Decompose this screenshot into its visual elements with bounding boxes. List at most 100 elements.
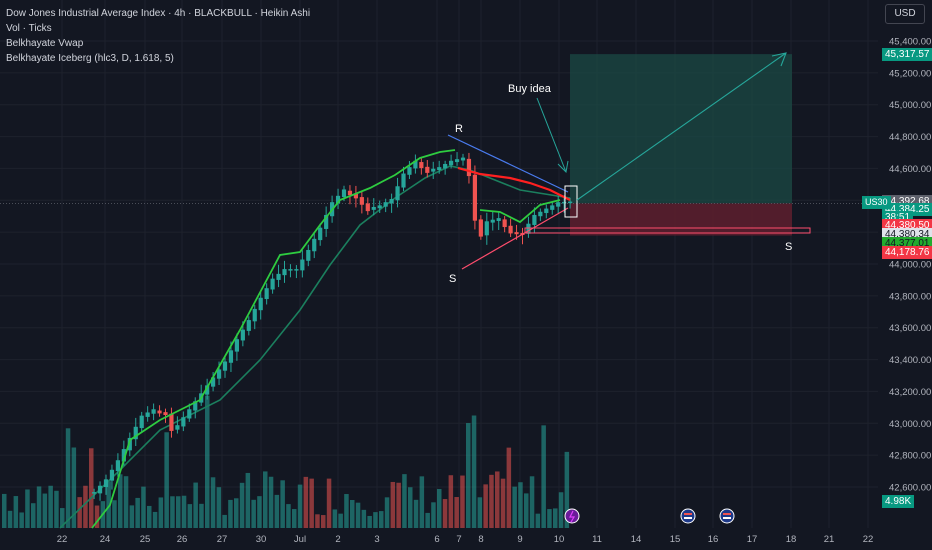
- support-line[interactable]: [461, 207, 569, 270]
- candle-body[interactable]: [157, 410, 162, 414]
- candle-body[interactable]: [163, 412, 168, 416]
- candle-body[interactable]: [92, 492, 97, 494]
- candle-body[interactable]: [377, 205, 382, 209]
- lightning-event-icon[interactable]: [564, 508, 580, 524]
- legend-vwap[interactable]: Belkhayate Vwap: [6, 38, 84, 49]
- candle-body[interactable]: [365, 203, 370, 212]
- candle-body[interactable]: [216, 369, 222, 379]
- candle-body[interactable]: [353, 193, 358, 199]
- candle-body[interactable]: [371, 206, 376, 210]
- candle-body[interactable]: [187, 409, 192, 419]
- candle-body[interactable]: [431, 168, 436, 172]
- candle-body[interactable]: [449, 160, 454, 166]
- candle-body[interactable]: [324, 214, 329, 229]
- candle-body[interactable]: [335, 195, 341, 204]
- candle-body[interactable]: [544, 208, 549, 214]
- candle-body[interactable]: [234, 339, 239, 352]
- candle-body[interactable]: [306, 249, 311, 261]
- candle-body[interactable]: [115, 460, 120, 472]
- candle-body[interactable]: [169, 413, 174, 431]
- candle-body[interactable]: [127, 437, 132, 451]
- candle-body[interactable]: [264, 288, 269, 300]
- candle-body[interactable]: [193, 401, 198, 411]
- candle-body[interactable]: [97, 485, 103, 494]
- candle-body[interactable]: [389, 199, 394, 204]
- candle-body[interactable]: [401, 173, 406, 188]
- candle-body[interactable]: [514, 232, 519, 235]
- candle-body[interactable]: [460, 157, 466, 161]
- candle-body[interactable]: [133, 426, 138, 440]
- candle-body[interactable]: [181, 417, 186, 427]
- support-box[interactable]: [524, 227, 811, 234]
- candle-body[interactable]: [568, 201, 573, 204]
- heikin-ashi-candles[interactable]: [92, 152, 573, 501]
- drawings[interactable]: Buy idea R S S: [91, 52, 811, 529]
- candle-body[interactable]: [454, 159, 460, 163]
- price-tag[interactable]: 45,317.57: [882, 47, 932, 61]
- legend-title[interactable]: Dow Jones Industrial Average Index · 4h …: [6, 8, 311, 19]
- candle-body[interactable]: [359, 197, 364, 205]
- candle-body[interactable]: [222, 361, 228, 371]
- candle-body[interactable]: [312, 238, 317, 252]
- candle-body[interactable]: [466, 158, 472, 177]
- legend-iceberg[interactable]: Belkhayate Iceberg (hlc3, D, 1.618, 5): [6, 53, 174, 64]
- candle-body[interactable]: [228, 350, 234, 363]
- entry-box[interactable]: [564, 185, 578, 218]
- target-arrow-line[interactable]: [576, 52, 787, 201]
- candle-body[interactable]: [478, 219, 483, 237]
- candle-body[interactable]: [211, 377, 216, 387]
- candle-body[interactable]: [562, 201, 567, 204]
- candle-body[interactable]: [252, 308, 257, 322]
- event-markers[interactable]: [564, 508, 735, 524]
- candle-body[interactable]: [175, 425, 180, 430]
- candle-body[interactable]: [490, 219, 495, 223]
- candle-body[interactable]: [276, 273, 281, 280]
- support-label-right[interactable]: S: [785, 241, 792, 253]
- candle-body[interactable]: [508, 225, 513, 234]
- candle-body[interactable]: [347, 190, 353, 196]
- candle-body[interactable]: [538, 211, 543, 217]
- legend-volume[interactable]: Vol · Ticks: [6, 23, 52, 34]
- buy-idea-label[interactable]: Buy idea: [508, 83, 552, 95]
- support-label-left[interactable]: S: [449, 273, 456, 285]
- buy-idea-arrow-line[interactable]: [536, 97, 567, 173]
- candle-body[interactable]: [151, 409, 156, 414]
- candle-body[interactable]: [318, 227, 323, 241]
- candle-body[interactable]: [413, 160, 418, 169]
- candle-body[interactable]: [532, 214, 537, 225]
- candle-body[interactable]: [145, 412, 150, 417]
- candle-body[interactable]: [246, 320, 251, 331]
- candle-body[interactable]: [109, 469, 115, 481]
- candle-body[interactable]: [496, 218, 501, 221]
- candle-body[interactable]: [472, 174, 477, 221]
- candle-body[interactable]: [383, 202, 388, 207]
- us-flag-event-icon[interactable]: [719, 508, 735, 524]
- candle-body[interactable]: [484, 221, 489, 236]
- price-tag[interactable]: 4.98K: [882, 494, 915, 508]
- candle-body[interactable]: [556, 202, 561, 207]
- candle-body[interactable]: [341, 189, 347, 198]
- candle-body[interactable]: [437, 167, 442, 171]
- resistance-label[interactable]: R: [455, 123, 463, 135]
- candle-body[interactable]: [258, 297, 263, 311]
- currency-button[interactable]: USD: [885, 4, 925, 24]
- candle-body[interactable]: [395, 186, 400, 201]
- resistance-line[interactable]: [447, 134, 569, 193]
- candle-body[interactable]: [270, 278, 275, 290]
- us-flag-event-icon[interactable]: [680, 508, 696, 524]
- candle-body[interactable]: [407, 167, 412, 175]
- candle-body[interactable]: [139, 415, 144, 429]
- candle-body[interactable]: [502, 219, 507, 228]
- candle-body[interactable]: [443, 163, 448, 169]
- candle-body[interactable]: [288, 269, 293, 271]
- price-axis[interactable]: 42,600.00 42,800.00 43,000.00 43,200.00 43,4…: [889, 37, 931, 494]
- candle-body[interactable]: [103, 479, 109, 487]
- candle-body[interactable]: [121, 449, 126, 462]
- price-tag[interactable]: 44,178.76: [882, 245, 932, 259]
- candle-body[interactable]: [419, 162, 424, 169]
- candle-body[interactable]: [300, 259, 305, 271]
- candle-body[interactable]: [526, 223, 531, 234]
- candle-body[interactable]: [205, 385, 210, 395]
- candle-body[interactable]: [294, 269, 299, 271]
